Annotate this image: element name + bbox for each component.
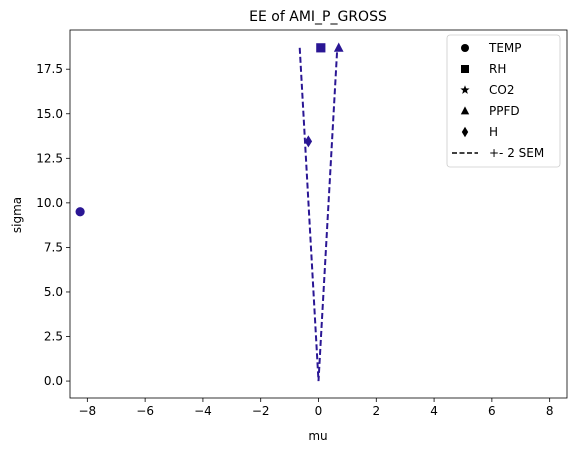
x-axis-label: mu [308,429,327,443]
legend-box [446,34,561,168]
y-tick-label: 0.0 [44,374,63,388]
y-tick-label: 10.0 [36,196,63,210]
axis-ticks: −8 −6 −4 −2 0 2 4 6 8 0.0 2.5 5.0 7.5 10.0 12.5 15.0 17.… [36,62,553,418]
y-tick-label: 17.5 [36,62,63,76]
legend-temp-swatch [461,44,469,52]
y-tick-label: 12.5 [36,151,63,165]
chart-title: EE of AMI_P_GROSS [249,9,387,25]
x-tick-label: 2 [372,404,380,418]
legend-h-swatch [461,126,469,138]
legend-ppfd-swatch [460,106,470,115]
legend-temp-label: TEMP [488,41,522,55]
sem-line [298,47,339,382]
y-tick-label: 5.0 [44,285,63,299]
y-axis-label: sigma [10,197,24,233]
legend-rh-swatch [461,65,469,73]
x-tick-label: −4 [194,404,212,418]
x-tick-label: 4 [430,404,438,418]
y-tick-label: 7.5 [44,240,63,254]
x-tick-label: 0 [315,404,323,418]
legend-rh-label: RH [489,62,506,76]
point-temp [75,207,85,217]
x-tick-label: −6 [136,404,154,418]
point-rh [316,43,326,53]
legend-ppfd-label: PPFD [489,104,520,118]
x-tick-label: 8 [546,404,554,418]
plot-area [75,42,344,382]
legend-co2-swatch [460,85,470,94]
legend-h-label: H [489,125,498,139]
x-tick-label: 6 [488,404,496,418]
y-tick-label: 15.0 [36,107,63,121]
x-tick-label: −8 [78,404,96,418]
point-h [304,135,313,148]
legend: TEMP RH CO2 PPFD H +- 2 SEM [446,34,561,168]
legend-co2-label: CO2 [489,83,514,97]
point-ppfd [333,42,344,52]
x-tick-label: −2 [252,404,270,418]
legend-2-sem-label: +- 2 SEM [489,146,544,160]
y-tick-label: 2.5 [44,330,63,344]
